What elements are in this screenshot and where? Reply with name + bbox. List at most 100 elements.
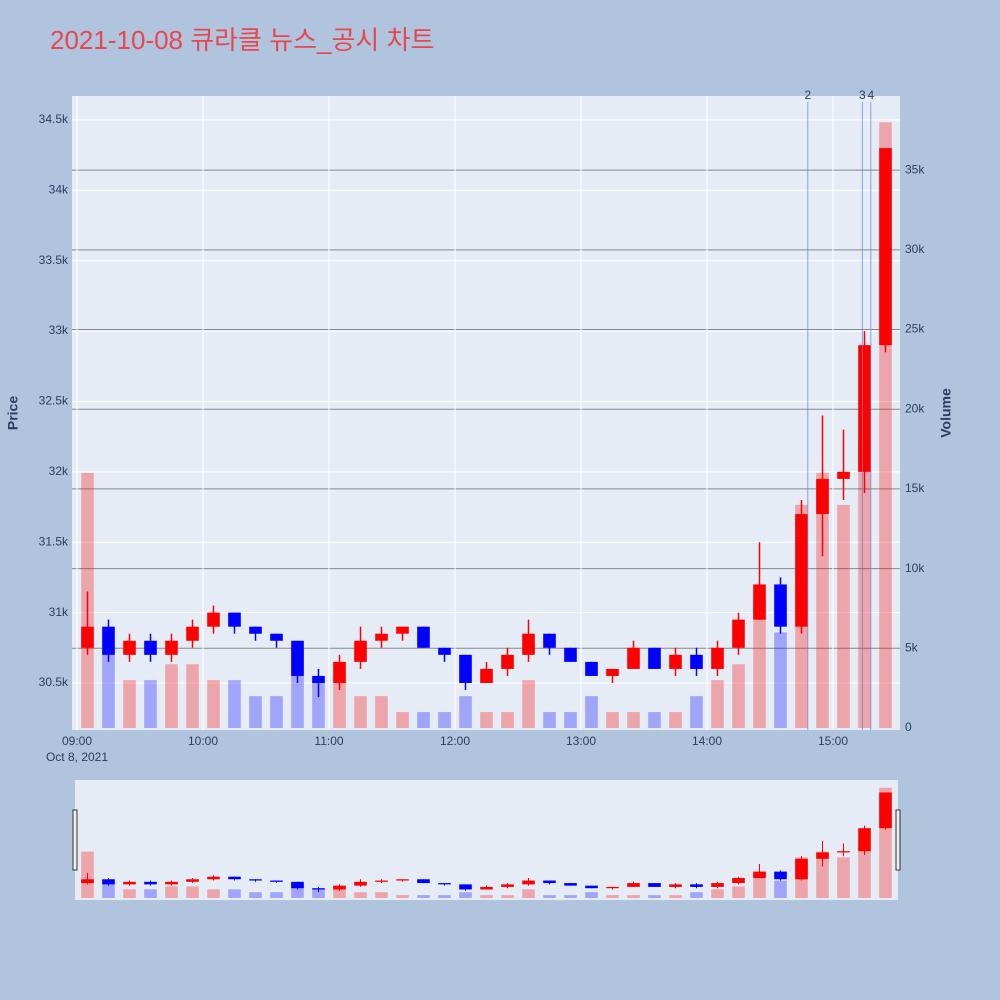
x-tick-label: 14:00	[692, 734, 722, 748]
mini-candle-body	[312, 888, 325, 890]
candle-body	[795, 514, 808, 627]
mini-candle-body	[648, 883, 661, 887]
mini-volume-bar	[543, 895, 556, 898]
candle-body	[858, 345, 871, 472]
volume-bar	[816, 472, 829, 728]
mini-volume-bar	[837, 857, 850, 898]
candle-body	[627, 647, 640, 669]
mini-candle-body	[207, 876, 220, 880]
candle-body	[333, 661, 346, 683]
y-tick-label: 32k	[49, 464, 69, 478]
candle-body	[186, 626, 199, 641]
volume-bar	[648, 712, 661, 728]
mini-volume-bar	[522, 889, 535, 898]
volume-bar	[186, 664, 199, 728]
mini-volume-bar	[753, 874, 766, 898]
mini-candle-body	[732, 877, 745, 884]
candle-body	[207, 612, 220, 627]
candle-body	[837, 471, 850, 479]
mini-volume-bar	[270, 892, 283, 898]
candle-body	[354, 640, 367, 662]
volume-bar	[375, 696, 388, 728]
annotation-label: 4	[867, 88, 874, 102]
x-tick-label: 13:00	[566, 734, 596, 748]
mini-volume-bar	[375, 892, 388, 898]
candle-body	[396, 626, 409, 634]
mini-candle-body	[837, 851, 850, 853]
candle-body	[228, 612, 241, 627]
volume-bar	[312, 680, 325, 728]
y2-tick-label: 25k	[905, 322, 925, 336]
mini-volume-bar	[480, 895, 493, 898]
volume-bar	[438, 712, 451, 728]
mini-candle-body	[564, 883, 577, 886]
mini-volume-bar	[585, 892, 598, 898]
mini-volume-bar	[207, 889, 220, 898]
y2-tick-label: 0	[905, 720, 912, 734]
mini-candle-body	[396, 879, 409, 881]
mini-candle-body	[123, 881, 136, 885]
mini-candle-body	[102, 879, 115, 885]
volume-bar	[459, 696, 472, 728]
x-date-label: Oct 8, 2021	[46, 750, 108, 764]
mini-candle-body	[711, 883, 724, 887]
range-slider[interactable]	[75, 780, 898, 900]
candle-body	[165, 640, 178, 655]
mini-candle-body	[753, 871, 766, 878]
volume-bar	[165, 664, 178, 728]
y-tick-label: 34.5k	[39, 112, 69, 126]
y-axis-title: Price	[5, 396, 21, 430]
slider-handle[interactable]	[72, 809, 78, 871]
candle-body	[123, 640, 136, 655]
mini-candle-body	[858, 828, 871, 852]
x-tick-label: 15:00	[818, 734, 848, 748]
mini-volume-bar	[732, 886, 745, 898]
candle-body	[291, 640, 304, 676]
mini-candle-body	[333, 885, 346, 890]
candle-body	[732, 619, 745, 648]
volume-bar	[564, 712, 577, 728]
volume-bar	[249, 696, 262, 728]
mini-candle-body	[228, 876, 241, 880]
mini-volume-bar	[669, 895, 682, 898]
mini-candle-body	[81, 879, 94, 884]
mini-volume-bar	[438, 895, 451, 898]
mini-volume-bar	[396, 895, 409, 898]
volume-bar	[228, 680, 241, 728]
y-tick-label: 34k	[49, 182, 69, 196]
mini-candle-body	[522, 880, 535, 885]
y2-tick-label: 30k	[905, 242, 925, 256]
y-tick-label: 33k	[49, 323, 69, 337]
candle-body	[690, 654, 703, 669]
mini-candle-body	[375, 880, 388, 882]
mini-volume-bar	[606, 895, 619, 898]
mini-candle-body	[165, 881, 178, 885]
volume-bar	[102, 648, 115, 728]
mini-candle-body	[816, 852, 829, 859]
candle-body	[102, 626, 115, 655]
mini-volume-bar	[186, 886, 199, 898]
y-tick-label: 33.5k	[39, 253, 69, 267]
candle-body	[816, 478, 829, 515]
candle-body	[459, 654, 472, 683]
volume-bar	[774, 632, 787, 728]
candle-body	[249, 626, 262, 634]
mini-candle-body	[144, 881, 157, 885]
x-tick-label: 10:00	[188, 734, 218, 748]
candle-body	[417, 626, 430, 648]
mini-volume-bar	[417, 895, 430, 898]
mini-candle-body	[480, 886, 493, 890]
volume-bar	[480, 712, 493, 728]
mini-candle-body	[543, 880, 556, 884]
mini-volume-bar	[312, 889, 325, 898]
candle-body	[585, 661, 598, 676]
chart-title: 2021-10-08 큐라클 뉴스_공시 차트	[50, 25, 434, 55]
y-tick-label: 31.5k	[39, 534, 69, 548]
slider-handle[interactable]	[895, 809, 901, 871]
mini-volume-bar	[774, 880, 787, 898]
volume-bar	[543, 712, 556, 728]
volume-bar	[711, 680, 724, 728]
mini-candle-body	[879, 792, 892, 829]
volume-bar	[690, 696, 703, 728]
